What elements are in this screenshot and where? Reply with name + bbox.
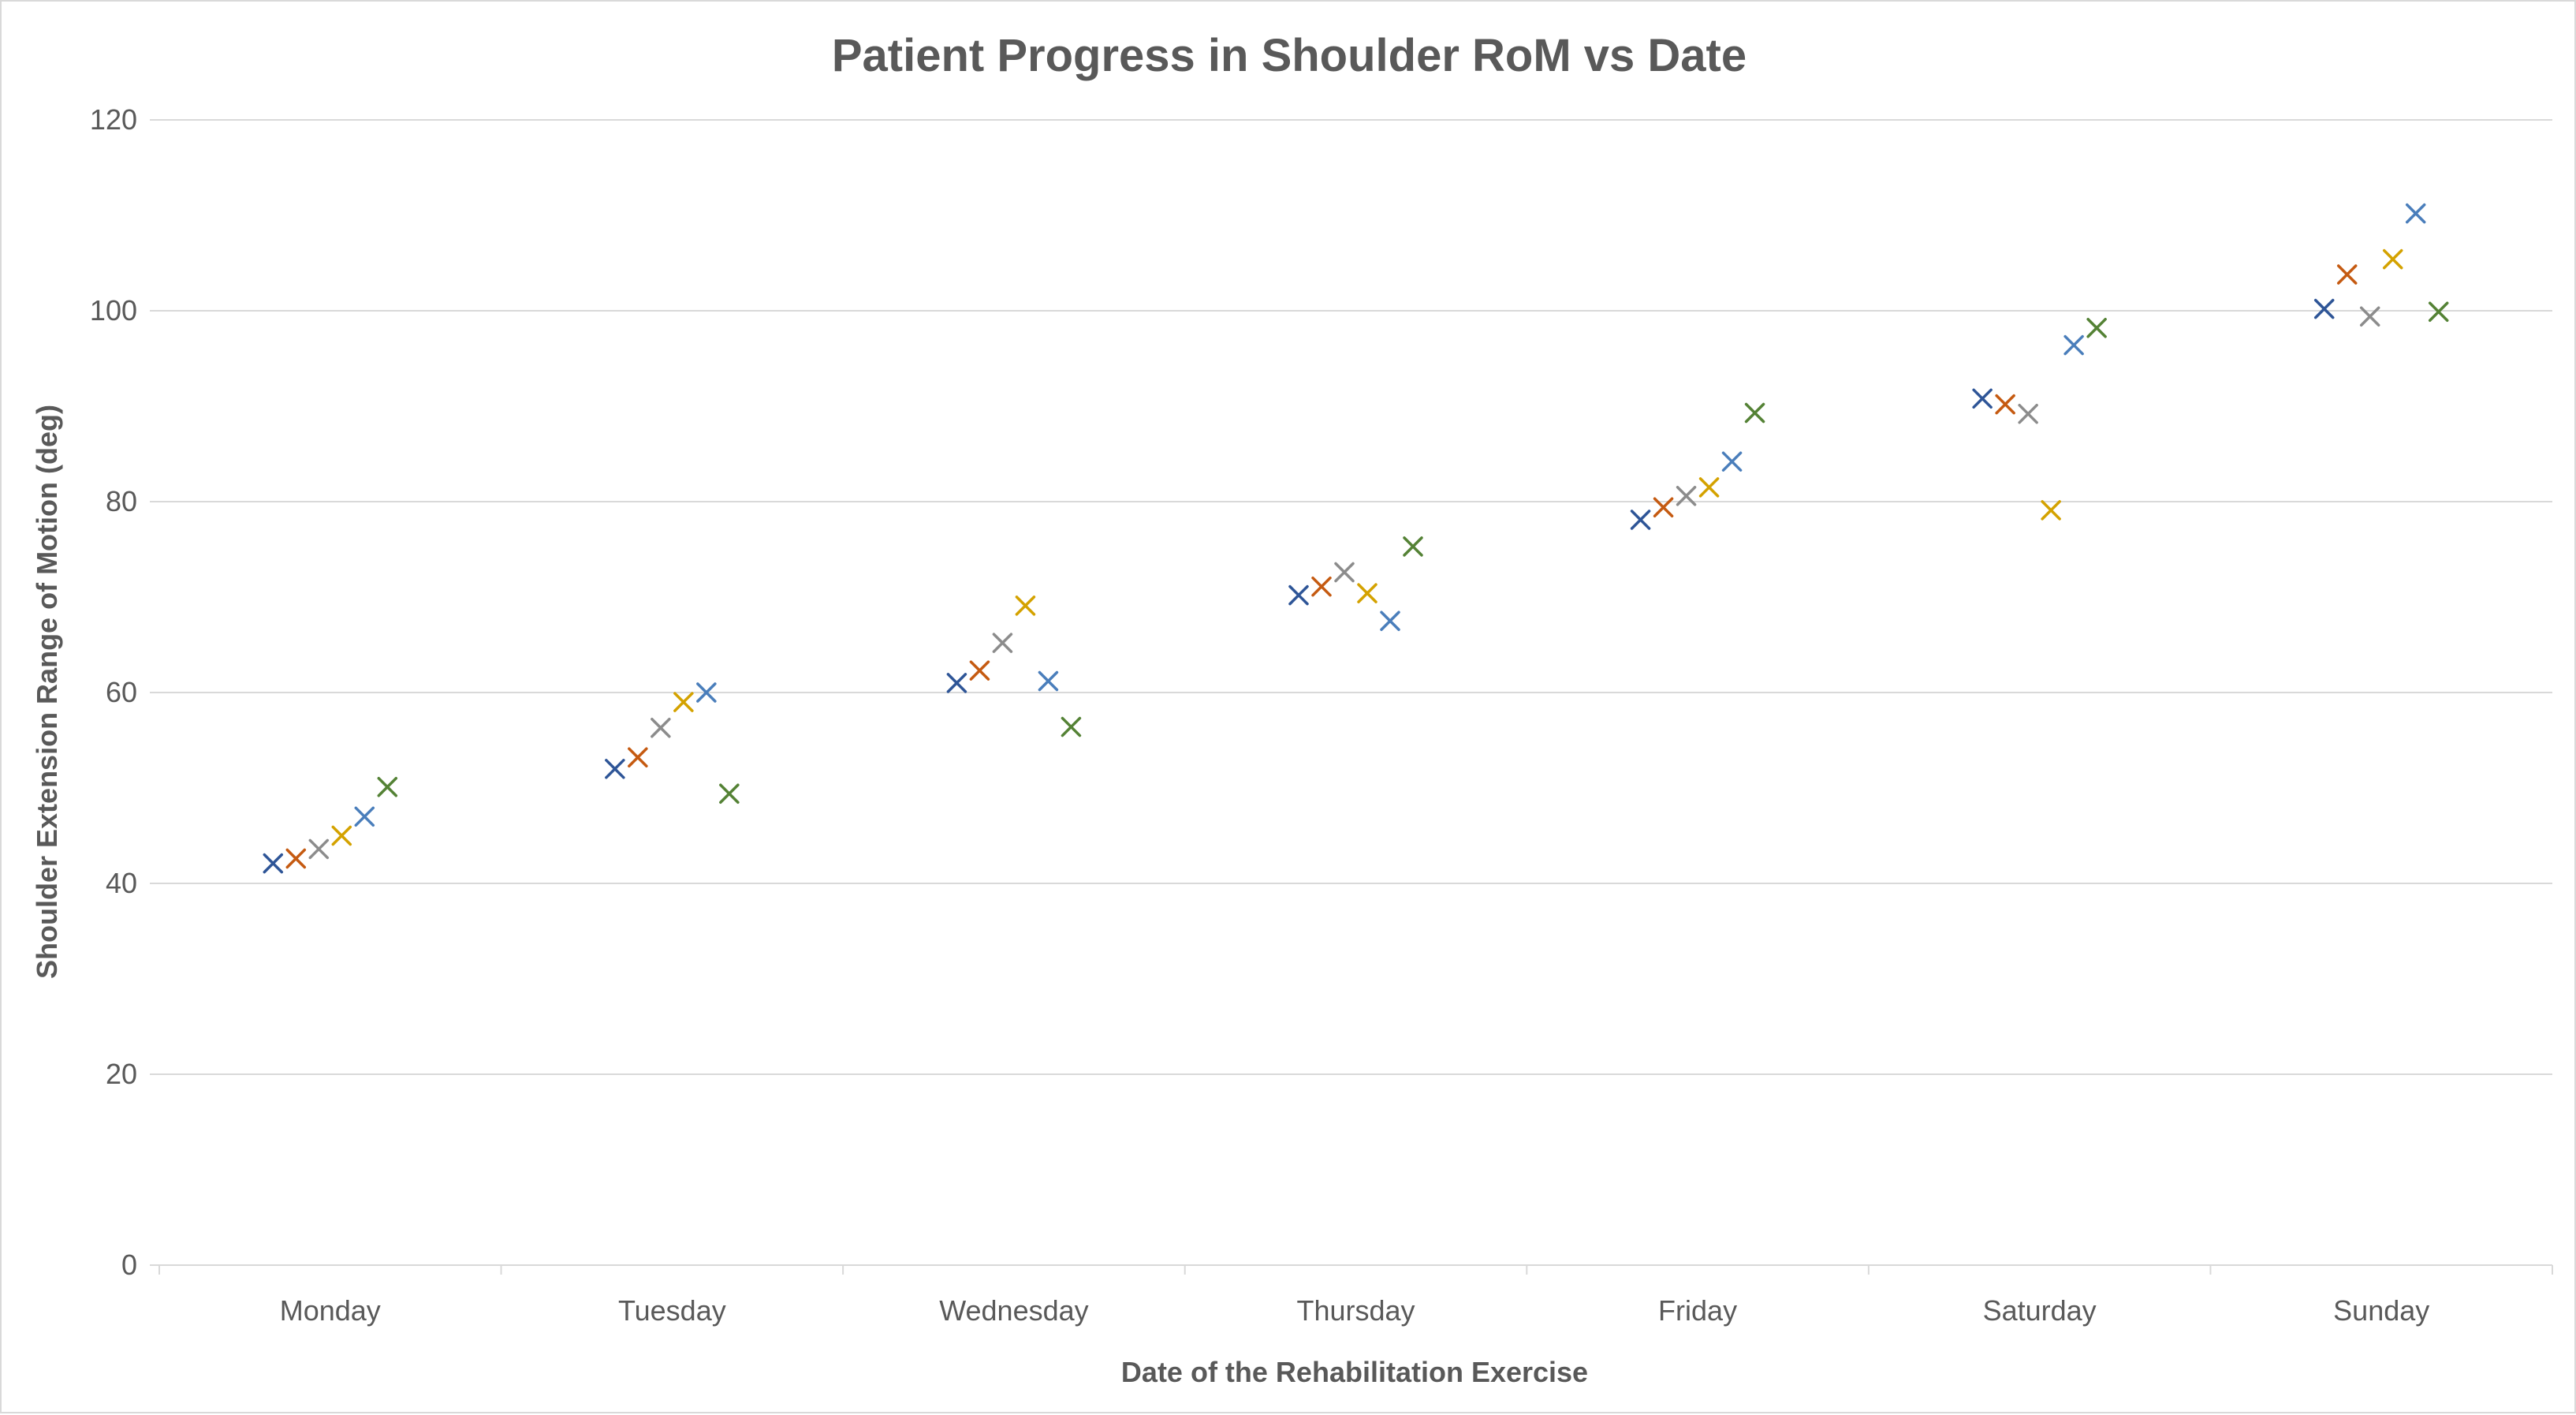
data-point (1630, 510, 1651, 530)
data-point (2336, 264, 2358, 285)
y-tick-label: 60 (106, 676, 137, 708)
data-point (1038, 670, 1059, 692)
chart-title: Patient Progress in Shoulder RoM vs Date (832, 30, 1747, 81)
x-tick-label: Monday (280, 1294, 381, 1327)
x-tick-label: Wednesday (939, 1294, 1088, 1327)
data-point (1061, 716, 1082, 737)
data-point (1698, 477, 1720, 498)
data-point (1653, 497, 1674, 518)
data-point (2086, 318, 2107, 338)
data-point (1311, 576, 1332, 597)
x-tick-label: Thursday (1296, 1294, 1415, 1327)
data-point (263, 853, 284, 874)
data-point (2063, 334, 2084, 356)
data-point (2428, 301, 2449, 322)
data-markers (263, 203, 2449, 874)
x-tick-labels: Monday Tuesday Wednesday Thursday Friday Satu… (280, 1294, 2430, 1327)
data-point (696, 682, 717, 703)
data-point (377, 777, 398, 797)
gridlines (150, 119, 2553, 1275)
data-point (2018, 403, 2038, 424)
data-point (969, 660, 990, 681)
y-tick-label: 20 (106, 1058, 137, 1090)
data-point (1972, 388, 1993, 409)
data-point (946, 673, 967, 693)
x-axis-title: Date of the Rehabilitation Exercise (1121, 1356, 1588, 1388)
data-point (1357, 583, 1377, 603)
y-tick-label: 0 (121, 1249, 137, 1281)
y-tick-label: 40 (106, 867, 137, 899)
data-point (331, 825, 352, 846)
data-point (628, 747, 648, 768)
data-point (308, 838, 330, 860)
data-point (673, 692, 694, 712)
data-point (2359, 306, 2380, 327)
x-tick-label: Sunday (2333, 1294, 2429, 1327)
data-point (605, 759, 625, 779)
y-tick-label: 80 (106, 485, 137, 517)
y-tick-label: 120 (90, 103, 137, 136)
x-tick-label: Saturday (1983, 1294, 2097, 1327)
data-point (1403, 536, 1423, 557)
data-point (1288, 584, 1309, 606)
y-tick-labels: 0 20 40 60 80 100 120 (90, 103, 137, 1281)
data-point (1721, 451, 1743, 472)
data-point (1334, 562, 1355, 583)
x-tick-label: Friday (1658, 1294, 1737, 1327)
data-point (719, 783, 740, 805)
data-point (1744, 402, 1765, 424)
data-point (2041, 500, 2061, 521)
data-point (2382, 248, 2403, 270)
data-point (1380, 610, 1400, 631)
data-point (992, 633, 1013, 653)
data-point (2405, 203, 2426, 224)
y-axis-title: Shoulder Extension Range of Motion (deg) (31, 405, 63, 979)
data-point (354, 806, 375, 827)
data-point (1995, 394, 2015, 415)
y-tick-label: 100 (90, 294, 137, 327)
data-point (1676, 485, 1697, 506)
data-point (651, 718, 671, 738)
data-point (2313, 298, 2335, 319)
x-tick-label: Tuesday (618, 1294, 726, 1327)
data-point (285, 848, 307, 869)
data-point (1015, 595, 1036, 616)
